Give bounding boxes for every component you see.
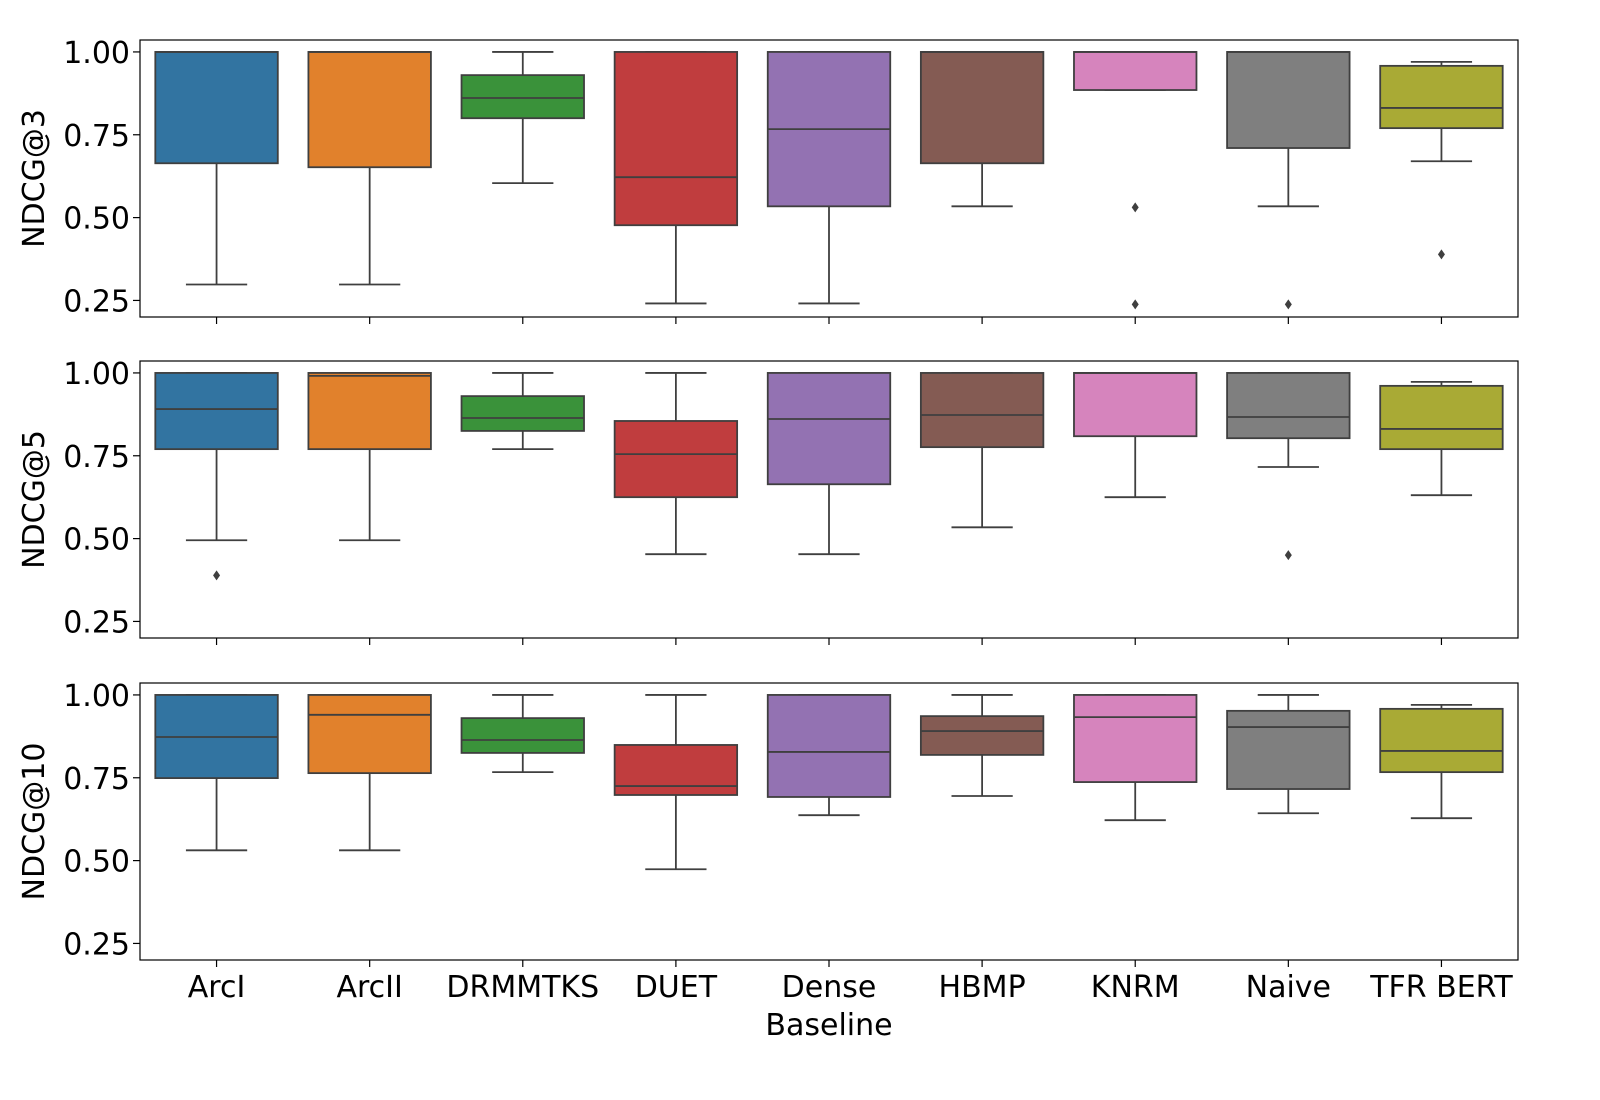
y-tick-label: 0.25 (63, 605, 130, 640)
y-axis-label: NDCG@10 (17, 743, 52, 901)
y-tick-label: 0.50 (63, 202, 130, 237)
box-arcii (307, 372, 432, 542)
y-axis-label: NDCG@3 (17, 109, 52, 248)
box-iqr (154, 51, 279, 165)
box-tfr-bert (1379, 60, 1504, 260)
x-tick-label: HBMP (939, 970, 1026, 1005)
box-knrm (1073, 372, 1198, 499)
box-iqr (1379, 707, 1504, 774)
box-iqr (307, 694, 432, 775)
x-tick-label: DRMMTKS (446, 970, 599, 1005)
box-arci (154, 372, 279, 581)
box-knrm (1073, 694, 1198, 822)
box-hbmp (919, 694, 1045, 797)
outlier-point (1131, 299, 1139, 310)
box-iqr (613, 51, 739, 227)
box-naive (1226, 372, 1351, 561)
box-iqr (766, 694, 892, 798)
panel-3: 0.25 0.50 0.75 1.00 NDCG@10 ArcI ArcII DRMMTKS D… (17, 679, 1519, 1043)
box-iqr (1226, 709, 1351, 790)
box-iqr (307, 51, 432, 169)
box-iqr (307, 372, 432, 451)
box-drmmtks (460, 694, 585, 774)
box-iqr (1379, 64, 1504, 130)
panel-1: 0.25 0.50 0.75 1.00 NDCG@3 (17, 36, 1519, 324)
box-iqr (1226, 51, 1351, 149)
x-tick-label: Dense Baseline (765, 970, 892, 1043)
y-tick-label: 0.75 (63, 440, 130, 475)
box-iqr (460, 74, 585, 120)
box-iqr (919, 51, 1045, 165)
y-tick-label: 0.25 (63, 927, 130, 962)
axes-frame (139, 39, 1519, 318)
box-iqr (1379, 384, 1504, 451)
box-hbmp (919, 51, 1045, 208)
axes-frame (139, 360, 1519, 639)
box-iqr (919, 372, 1045, 449)
x-tick-label: ArcII (336, 970, 402, 1005)
outlier-point (1437, 249, 1445, 260)
outlier-point (1284, 299, 1292, 310)
box-iqr (613, 420, 739, 499)
x-tick-label: ArcI (188, 970, 246, 1005)
box-knrm (1073, 51, 1198, 310)
y-tick-label: 1.00 (63, 679, 130, 714)
box-tfr-bert (1379, 380, 1504, 497)
box-duet (613, 51, 739, 305)
x-tick-label: TFR BERT (1369, 970, 1513, 1005)
box-tfr-bert (1379, 703, 1504, 820)
box-arcii (307, 51, 432, 286)
axes-frame (139, 682, 1519, 961)
outlier-point (1284, 550, 1292, 561)
box-iqr (1073, 372, 1198, 438)
outlier-point (213, 570, 221, 581)
y-tick-label: 1.00 (63, 357, 130, 392)
y-tick-label: 1.00 (63, 36, 130, 71)
box-hbmp (919, 372, 1045, 529)
box-naive (1226, 51, 1351, 310)
outlier-point (1131, 202, 1139, 213)
y-tick-label: 0.75 (63, 762, 130, 797)
box-duet (613, 694, 739, 871)
box-iqr (919, 715, 1045, 756)
box-iqr (460, 717, 585, 754)
box-iqr (1226, 372, 1351, 440)
box-iqr (154, 372, 279, 451)
box-iqr (613, 744, 739, 796)
box-iqr (1073, 51, 1198, 91)
panel-2: 0.25 0.50 0.75 1.00 NDCG@5 (17, 357, 1519, 645)
box-dense-baseline (766, 372, 892, 556)
x-tick-label: Naive (1246, 970, 1331, 1005)
box-arci (154, 51, 279, 286)
box-arcii (307, 694, 432, 852)
y-tick-label: 0.50 (63, 845, 130, 880)
x-tick-label: DUET (635, 970, 718, 1005)
y-axis-label: NDCG@5 (17, 430, 52, 569)
box-drmmtks (460, 51, 585, 185)
box-naive (1226, 694, 1351, 815)
box-drmmtks (460, 372, 585, 451)
box-dense-baseline (766, 51, 892, 305)
box-iqr (766, 372, 892, 486)
box-dense-baseline (766, 694, 892, 817)
box-arci (154, 694, 279, 852)
y-tick-label: 0.50 (63, 523, 130, 558)
box-iqr (1073, 694, 1198, 783)
y-tick-label: 0.25 (63, 284, 130, 319)
y-tick-label: 0.75 (63, 119, 130, 154)
box-iqr (460, 395, 585, 432)
x-tick-label: KNRM (1091, 970, 1180, 1005)
box-duet (613, 372, 739, 556)
